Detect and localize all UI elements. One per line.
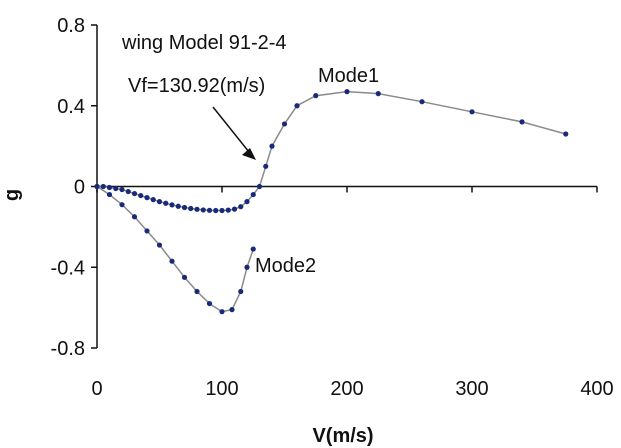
- y-tick-label: -0.8: [51, 338, 85, 360]
- mode2-point: [144, 228, 150, 234]
- mode1-point: [163, 200, 169, 206]
- mode1-label: Mode1: [318, 65, 379, 87]
- mode2-point: [181, 274, 188, 280]
- mode2-point: [229, 307, 235, 313]
- mode2-point: [119, 202, 125, 208]
- mode1-point: [213, 207, 219, 214]
- mode1-point: [375, 91, 381, 97]
- mode2-point: [131, 214, 138, 220]
- mode1-point: [269, 143, 275, 149]
- x-tick-label: 400: [580, 378, 613, 400]
- mode1-point: [206, 207, 213, 213]
- mode1-point: [131, 190, 138, 197]
- mode2-point: [156, 242, 163, 248]
- mode1-point: [256, 183, 263, 190]
- x-tick-label: 100: [205, 378, 238, 400]
- mode1-point: [294, 103, 300, 109]
- mode1-point: [125, 188, 131, 195]
- mode1-point: [144, 195, 150, 201]
- mode1-point: [100, 183, 106, 190]
- model-annotation: wing Model 91-2-4: [121, 32, 287, 54]
- plot-area: 0.8 0.4 0 -0.4 -0.8 0 100 200 300 400: [51, 15, 614, 400]
- y-tick-label: 0: [74, 177, 85, 199]
- mode1-point: [469, 109, 475, 115]
- mode1-line: [97, 90, 566, 212]
- annotation-arrow: [212, 106, 254, 158]
- mode2-point: [244, 264, 250, 270]
- mode1-point: [231, 206, 238, 212]
- mode1-point: [219, 207, 225, 214]
- mode1-point: [175, 203, 181, 209]
- flutter-speed-annotation: Vf=130.92(m/s): [128, 75, 265, 97]
- mode1-point: [106, 184, 113, 191]
- x-axis-title: V(m/s): [312, 425, 373, 447]
- mode2-point: [94, 183, 100, 190]
- mode2-point: [219, 309, 225, 315]
- mode2-point: [169, 258, 175, 264]
- mode1-point: [188, 205, 194, 212]
- mode1-point: [244, 199, 250, 205]
- x-tick-label: 0: [91, 378, 102, 400]
- x-tick-label: 200: [330, 378, 363, 400]
- y-axis-title: g: [1, 189, 23, 201]
- mode2-point: [206, 300, 213, 307]
- mode1-point: [563, 131, 569, 137]
- mode1-point: [313, 93, 319, 99]
- y-tick-label: 0.4: [57, 96, 85, 118]
- mode1-point: [138, 192, 144, 199]
- mode1-point: [281, 121, 288, 127]
- mode1-point: [344, 89, 350, 95]
- mode1-point: [169, 202, 175, 208]
- annotation-arrow-head: [242, 148, 256, 160]
- mode1-point: [119, 186, 125, 193]
- mode1-point: [150, 197, 156, 203]
- mode1-point: [238, 204, 244, 210]
- mode2-point: [194, 288, 200, 295]
- mode1-point: [113, 185, 119, 192]
- mode1-point: [194, 206, 200, 212]
- mode1-point: [156, 199, 163, 205]
- mode1-point: [419, 99, 425, 105]
- y-tick-label: 0.8: [57, 15, 85, 37]
- mode1-point: [225, 207, 231, 213]
- x-tick-label: 300: [455, 378, 488, 400]
- mode1-point: [263, 163, 269, 169]
- mode1-point: [200, 207, 206, 213]
- mode2-label: Mode2: [255, 255, 316, 277]
- mode2-point: [106, 191, 113, 198]
- y-tick-label: -0.4: [51, 257, 85, 279]
- mode1-point: [519, 119, 525, 125]
- mode2-point: [238, 288, 244, 295]
- mode2-point: [250, 246, 256, 252]
- mode1-point: [181, 204, 188, 211]
- mode1-point: [250, 191, 256, 198]
